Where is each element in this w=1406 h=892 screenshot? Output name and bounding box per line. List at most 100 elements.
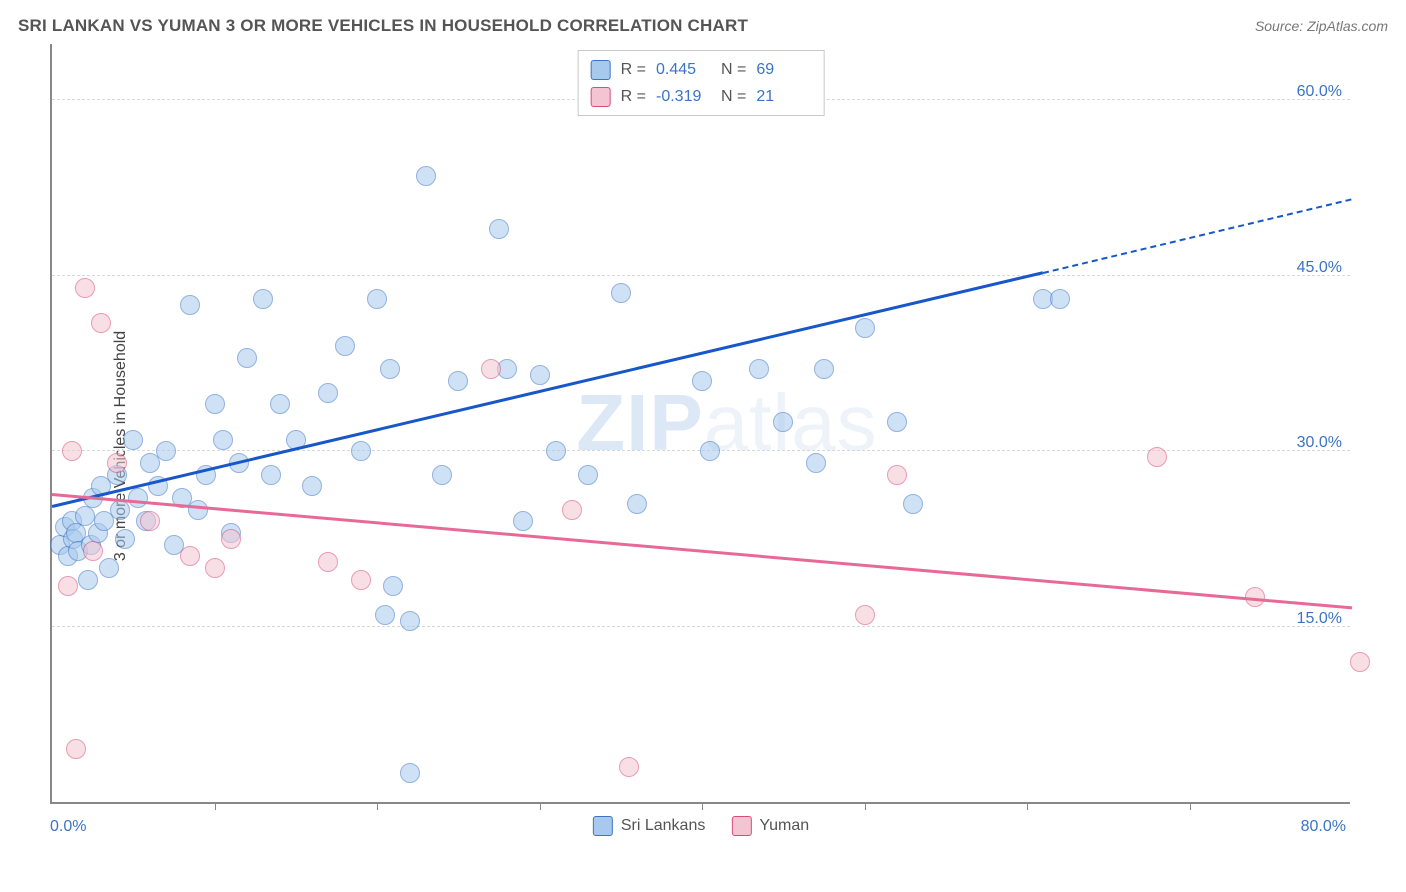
data-point [270,394,290,414]
data-point [546,441,566,461]
data-point [400,611,420,631]
data-point [432,465,452,485]
data-point [448,371,468,391]
data-point [700,441,720,461]
data-point [773,412,793,432]
trend-line [52,493,1352,609]
x-tick [377,802,378,810]
data-point [611,283,631,303]
data-point [903,494,923,514]
data-point [83,541,103,561]
data-point [383,576,403,596]
gridline [52,626,1350,627]
source-attribution: Source: ZipAtlas.com [1255,18,1388,34]
data-point [140,511,160,531]
legend-label: Sri Lankans [621,817,706,835]
data-point [180,546,200,566]
data-point [400,763,420,783]
legend-n-label: N = [721,56,746,83]
x-tick [215,802,216,810]
data-point [58,576,78,596]
legend-swatch-icon [591,87,611,107]
legend-swatch-icon [593,816,613,836]
data-point [128,488,148,508]
data-point [1350,652,1370,672]
data-point [887,412,907,432]
data-point [205,558,225,578]
data-point [75,278,95,298]
data-point [110,500,130,520]
data-point [318,383,338,403]
legend-r-label: R = [621,56,646,83]
data-point [205,394,225,414]
legend-r-value: -0.319 [656,83,711,110]
x-tick [865,802,866,810]
y-tick-label: 60.0% [1297,83,1342,101]
data-point [107,453,127,473]
legend-row: R = -0.319 N = 21 [591,83,812,110]
legend-item: Yuman [731,816,809,836]
data-point [562,500,582,520]
data-point [1050,289,1070,309]
x-tick [540,802,541,810]
data-point [75,506,95,526]
y-tick-label: 45.0% [1297,259,1342,277]
correlation-legend: R = 0.445 N = 69 R = -0.319 N = 21 [578,50,825,116]
data-point [380,359,400,379]
y-tick-label: 15.0% [1297,610,1342,628]
data-point [213,430,233,450]
data-point [156,441,176,461]
data-point [806,453,826,473]
data-point [375,605,395,625]
data-point [692,371,712,391]
data-point [302,476,322,496]
legend-r-label: R = [621,83,646,110]
legend-row: R = 0.445 N = 69 [591,56,812,83]
x-tick [1027,802,1028,810]
scatter-plot: ZIPatlas 15.0% 30.0% 45.0% 60.0% R = 0.445 N … [50,44,1350,804]
data-point [115,529,135,549]
legend-swatch-icon [591,60,611,80]
data-point [351,441,371,461]
data-point [66,739,86,759]
legend-n-value: 69 [756,56,811,83]
data-point [530,365,550,385]
legend-n-label: N = [721,83,746,110]
legend-swatch-icon [731,816,751,836]
data-point [416,166,436,186]
data-point [335,336,355,356]
data-point [481,359,501,379]
legend-n-value: 21 [756,83,811,110]
data-point [62,441,82,461]
x-tick-label: 80.0% [1301,818,1346,836]
data-point [99,558,119,578]
data-point [123,430,143,450]
data-point [887,465,907,485]
x-tick [1190,802,1191,810]
data-point [367,289,387,309]
data-point [489,219,509,239]
data-point [221,529,241,549]
legend-label: Yuman [759,817,809,835]
legend-r-value: 0.445 [656,56,711,83]
y-tick-label: 30.0% [1297,434,1342,452]
watermark: ZIPatlas [576,377,877,469]
data-point [578,465,598,485]
data-point [237,348,257,368]
data-point [1147,447,1167,467]
chart-title: SRI LANKAN VS YUMAN 3 OR MORE VEHICLES I… [18,16,748,36]
data-point [253,289,273,309]
data-point [351,570,371,590]
data-point [619,757,639,777]
data-point [814,359,834,379]
legend-item: Sri Lankans [593,816,706,836]
data-point [188,500,208,520]
series-legend: Sri Lankans Yuman [593,816,809,836]
data-point [78,570,98,590]
data-point [513,511,533,531]
x-tick-label: 0.0% [50,818,86,836]
data-point [855,605,875,625]
data-point [627,494,647,514]
x-tick [702,802,703,810]
data-point [855,318,875,338]
